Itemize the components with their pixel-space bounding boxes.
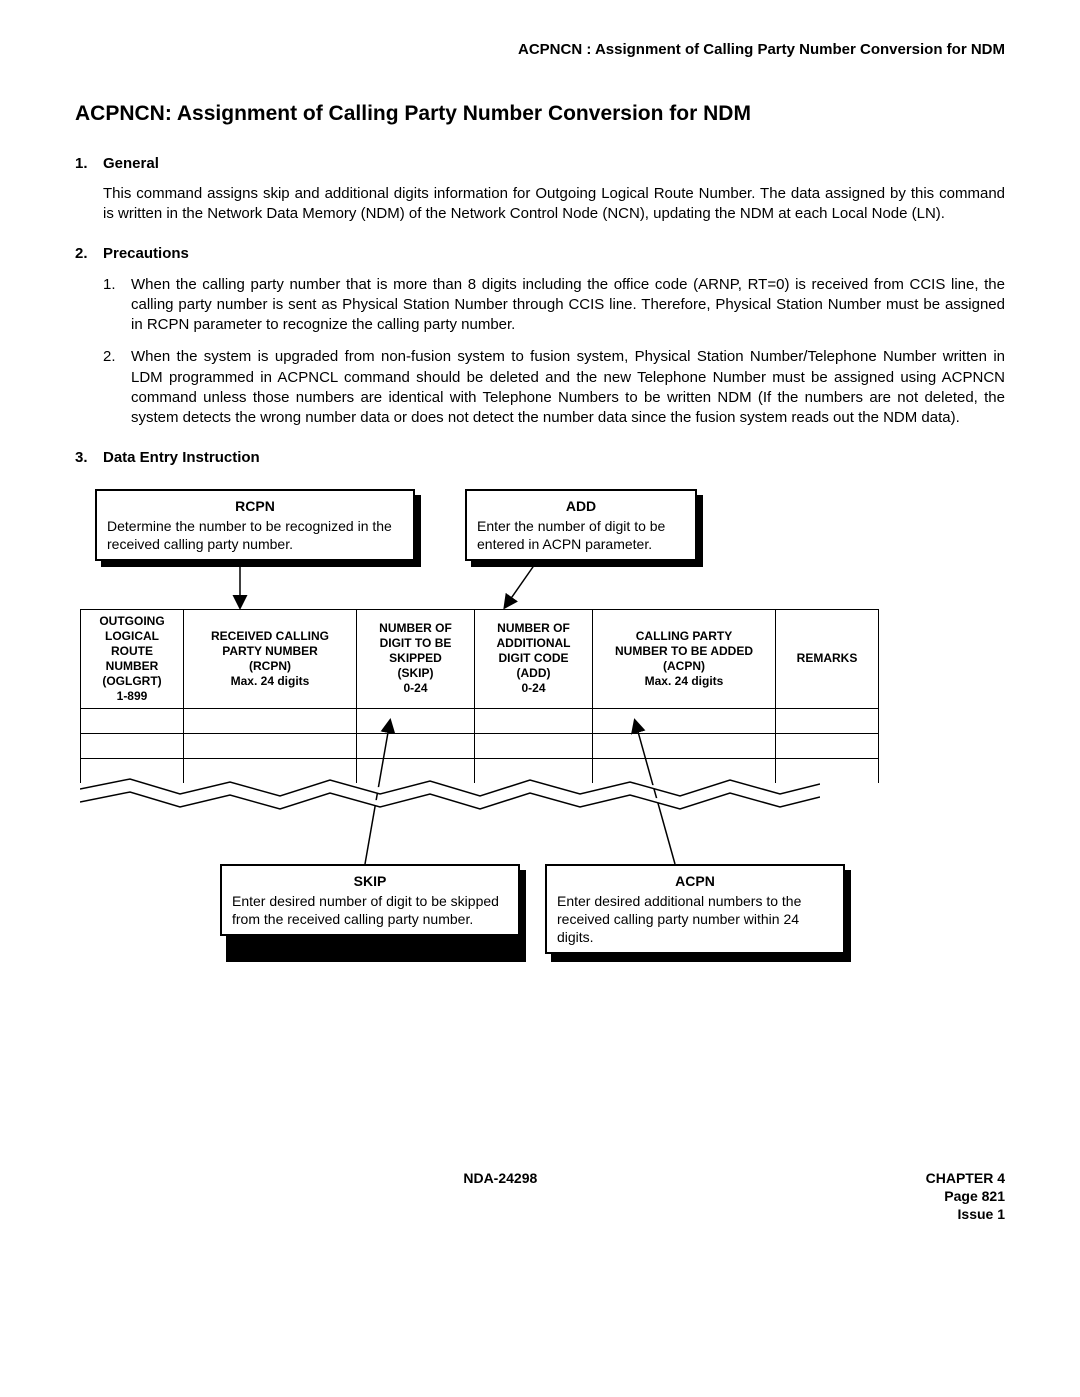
diagram: RCPN Determine the number to be recogniz… (75, 489, 945, 1049)
section-precautions: 2. Precautions 1. When the calling party… (75, 244, 1005, 428)
callout-skip: SKIP Enter desired number of digit to be… (220, 864, 520, 937)
list-num: 1. (103, 275, 131, 336)
list-item: 1. When the calling party number that is… (103, 275, 1005, 336)
table-row (81, 708, 879, 733)
section-title: Precautions (103, 244, 189, 264)
section-title: General (103, 154, 159, 174)
section-data-entry: 3. Data Entry Instruction (75, 448, 1005, 468)
col-acpn: CALLING PARTY NUMBER TO BE ADDED (ACPN) … (593, 609, 776, 708)
callout-title: ADD (477, 497, 685, 515)
list-item: 2. When the system is upgraded from non-… (103, 347, 1005, 428)
torn-edge (80, 774, 820, 814)
list-text: When the system is upgraded from non-fus… (131, 347, 1005, 428)
callout-title: SKIP (232, 872, 508, 890)
callout-add: ADD Enter the number of digit to be ente… (465, 489, 697, 562)
page-title: ACPNCN: Assignment of Calling Party Numb… (75, 100, 1005, 128)
callout-text: Enter desired additional numbers to the … (557, 892, 833, 947)
section-body-text: This command assigns skip and additional… (103, 184, 1005, 225)
section-general: 1. General This command assigns skip and… (75, 154, 1005, 225)
list-num: 2. (103, 347, 131, 428)
data-table: OUTGOING LOGICAL ROUTE NUMBER (OGLGRT) 1… (80, 609, 879, 783)
callout-acpn: ACPN Enter desired additional numbers to… (545, 864, 845, 955)
section-title: Data Entry Instruction (103, 448, 260, 468)
col-skip: NUMBER OF DIGIT TO BE SKIPPED (SKIP) 0-2… (357, 609, 475, 708)
section-num: 2. (75, 244, 103, 264)
col-remarks: REMARKS (776, 609, 879, 708)
col-add: NUMBER OF ADDITIONAL DIGIT CODE (ADD) 0-… (475, 609, 593, 708)
callout-text: Determine the number to be recognized in… (107, 517, 403, 553)
col-rcpn: RECEIVED CALLING PARTY NUMBER (RCPN) Max… (184, 609, 357, 708)
section-num: 1. (75, 154, 103, 174)
callout-text: Enter the number of digit to be entered … (477, 517, 685, 553)
callout-rcpn: RCPN Determine the number to be recogniz… (95, 489, 415, 562)
callout-title: ACPN (557, 872, 833, 890)
footer-left: NDA-24298 (75, 1169, 926, 1224)
page-footer: NDA-24298 CHAPTER 4 Page 821 Issue 1 (75, 1169, 1005, 1224)
page-header: ACPNCN : Assignment of Calling Party Num… (75, 40, 1005, 60)
list-text: When the calling party number that is mo… (131, 275, 1005, 336)
callout-title: RCPN (107, 497, 403, 515)
callout-text: Enter desired number of digit to be skip… (232, 892, 508, 928)
col-oglgrt: OUTGOING LOGICAL ROUTE NUMBER (OGLGRT) 1… (81, 609, 184, 708)
footer-right: CHAPTER 4 Page 821 Issue 1 (926, 1169, 1005, 1224)
section-num: 3. (75, 448, 103, 468)
table-row (81, 733, 879, 758)
